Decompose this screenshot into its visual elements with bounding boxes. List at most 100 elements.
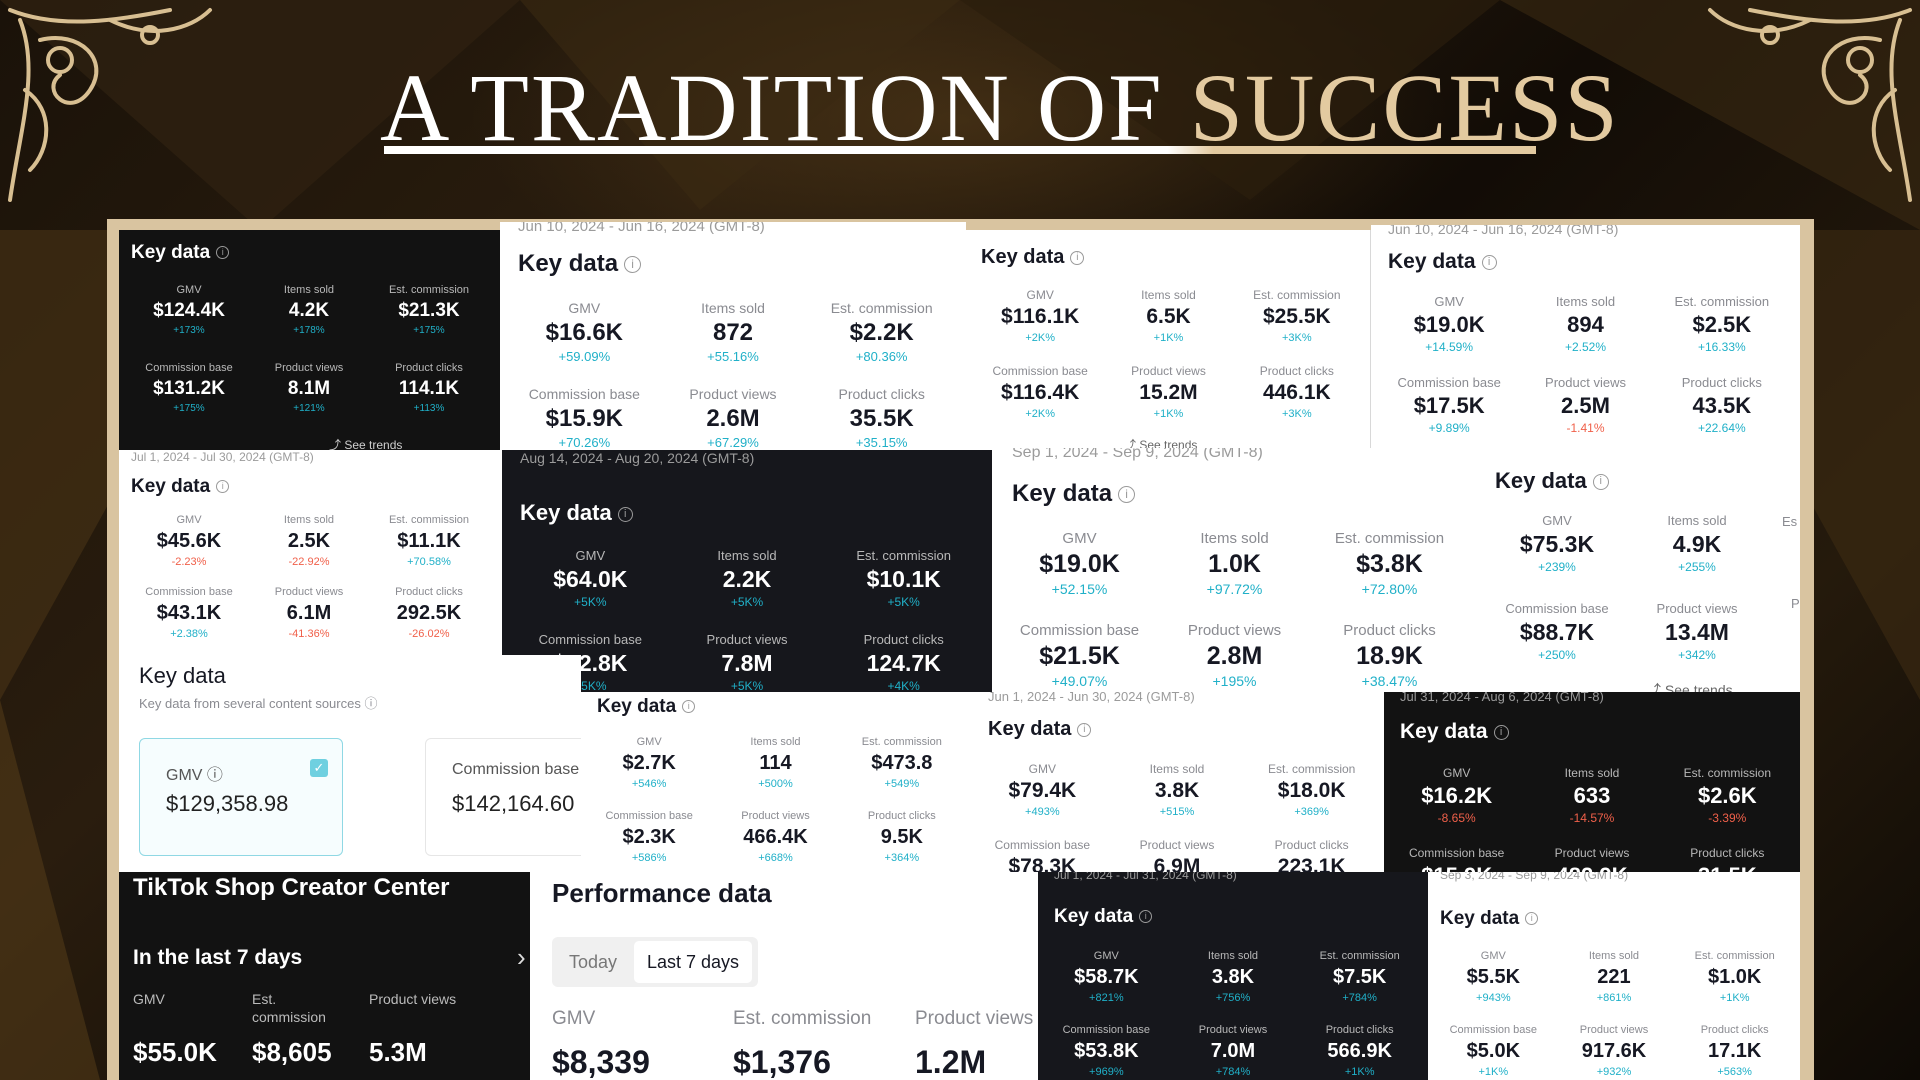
metric-change: +3K% — [1281, 332, 1312, 344]
metric-product-views: Product views 13.4M +342% — [1627, 600, 1767, 664]
see-trends-link[interactable]: ⤴ See trends — [1124, 438, 1198, 450]
metric-change: +756% — [1215, 992, 1251, 1004]
metric-est-commission: Est. commission $11.1K +70.58% — [369, 512, 489, 584]
right-corner-ornament-icon — [1708, 8, 1912, 202]
metric-label: Product clicks — [1343, 622, 1436, 639]
key-data-heading: Key data i — [131, 242, 230, 264]
metric-product-views: Product views 6.9M — [1110, 836, 1245, 872]
metric-change: +38.47% — [1361, 673, 1418, 689]
metric-product-clicks: Product clicks 223.1K — [1244, 836, 1379, 872]
period-tabs: Today Last 7 days — [552, 937, 758, 987]
metric-change: +668% — [758, 852, 793, 864]
metric-label: Commission base — [145, 362, 233, 374]
metric-label: Items sold — [1200, 530, 1269, 547]
metric-change: -22.92% — [288, 556, 330, 568]
metric-commission-base: Commission base $5.0K +1K% — [1433, 1022, 1554, 1080]
metric-value: 114 — [759, 752, 792, 774]
metric-label: Est. commission — [252, 991, 326, 1025]
metric-value: $18.0K — [1277, 779, 1346, 802]
metric-change: +2.52% — [1564, 340, 1607, 354]
metric-value: $78.3K — [1008, 855, 1077, 872]
left-corner-ornament-icon — [8, 8, 212, 202]
metric-change: +5K% — [730, 595, 764, 609]
metrics-grid: GMV $116.1K +2K% Items sold 6.5K +1K% Est. com… — [976, 286, 1361, 438]
title-underline — [384, 146, 1536, 154]
metric-items-sold: Items sold 221 +861% — [1554, 948, 1675, 1022]
metric-change: +784% — [1342, 992, 1377, 1004]
metric-product-clicks: Product clicks 566.9K +1K% — [1296, 1022, 1423, 1080]
metric-gmv: GMV $124.4K +173% — [129, 282, 249, 360]
checkbox-icon[interactable]: ✓ — [310, 759, 328, 777]
metric-commission-base: Commission base $15.9K +70.26% — [510, 384, 659, 450]
metric-gmv: GMV $116.1K +2K% — [976, 286, 1104, 362]
key-data-card-5: Jul 1, 2024 - Jul 30, 2024 (GMT-8) Key da… — [119, 450, 502, 655]
metric-change: +784% — [1215, 1066, 1251, 1078]
metric-change: +255% — [1678, 560, 1716, 574]
key-data-label: Key data — [1400, 720, 1488, 743]
metric-value: 18.9K — [1356, 642, 1423, 670]
metric-value: 124.7K — [866, 650, 941, 676]
metric-product-clicks: Product clicks 9.5K +364% — [839, 808, 965, 872]
metric-label: GMV — [1062, 530, 1097, 547]
metric-change: +5K% — [574, 595, 607, 609]
metric-value: $131.2K — [153, 378, 225, 399]
metric-change: -3.39% — [1708, 811, 1747, 825]
key-data-card-4: Jun 10, 2024 - Jun 16, 2024 (GMT-8) Key d… — [1371, 225, 1800, 450]
metric-label: Items sold — [283, 514, 335, 526]
commission-base-tile[interactable]: Commission base $142,164.60 — [425, 738, 581, 856]
metric-value: $17.5K — [1413, 393, 1485, 418]
metric-label: Commission base — [1062, 1024, 1151, 1036]
metric-label: GMV — [552, 1008, 596, 1029]
metric-change: +67.29% — [707, 435, 759, 450]
chevron-right-icon[interactable]: › — [517, 942, 526, 972]
metric-change: +3K% — [1281, 408, 1312, 420]
metric-label: Commission base — [1449, 1024, 1538, 1036]
metric-est-commission: Est. commission $10.1K +5K% — [825, 546, 982, 630]
metric-value: 917.6K — [1581, 1040, 1647, 1062]
metric-label: GMV — [1542, 513, 1572, 528]
metric-change: -41.36% — [288, 628, 330, 640]
metric-commission-base: Commission base $131.2K +175% — [129, 360, 249, 438]
card-8-heading: Key data i — [1495, 468, 1609, 494]
metric-product-views: Product views 2.5M -1.41% — [1517, 373, 1653, 450]
key-data-label: Key data — [518, 250, 619, 277]
info-icon: i — [624, 256, 642, 274]
metric-product-views: Product views 2.8M +195% — [1157, 620, 1312, 692]
metric-change: +70.26% — [558, 435, 611, 450]
tab-today[interactable]: Today — [568, 952, 618, 972]
metric-commission-base: Commission base $78.3K — [975, 836, 1110, 872]
metric-label: Items sold — [1141, 288, 1196, 302]
metric-label: Product clicks — [863, 632, 944, 647]
key-data-card-12: Jul 31, 2024 - Aug 6, 2024 (GMT-8) Key da… — [1384, 692, 1800, 872]
metric-label: Commission base — [1505, 601, 1609, 616]
metric-value: $15.9K — [545, 405, 624, 432]
see-trends-link[interactable]: ⤴ See trends — [1647, 682, 1733, 692]
metric-est-commission: Est. commission $2.6K -3.39% — [1660, 764, 1795, 844]
metric-items-sold: Items sold 4.9K +255% — [1627, 512, 1767, 576]
see-trends-link[interactable]: ⤴ See trends — [329, 438, 403, 450]
metric-value: 4.9K — [1672, 531, 1722, 557]
title-white: A TRADITION OF — [380, 54, 1164, 161]
metric-product-clicks: Product clicks 124.7K +4K% — [825, 630, 982, 692]
info-icon: i — [216, 246, 230, 260]
key-data-label: Key data — [1054, 906, 1134, 927]
metric-est-commission: Est. commission $2.2K +80.36% — [807, 298, 956, 384]
metric-value: 2.8M — [1206, 642, 1263, 670]
metric-change: +239% — [1538, 560, 1576, 574]
metric-value: 3.8K — [1211, 966, 1255, 988]
metric-label: Commission base — [1019, 622, 1140, 639]
metric-product-clicks: Product clicks 31.5K — [1660, 844, 1795, 872]
tab-last-7-days[interactable]: Last 7 days — [634, 941, 752, 983]
metric-items-sold: Items sold 1.0K +97.72% — [1157, 528, 1312, 620]
metric-label: Est. commission — [856, 548, 951, 563]
metric-items-sold: Items sold 872 +55.16% — [659, 298, 808, 384]
gmv-tile[interactable]: GMV ⓘ ✓ $129,358.98 — [139, 738, 343, 856]
metric-label: GMV — [636, 736, 662, 748]
metric-label: GMV — [1028, 762, 1056, 776]
metric-value: $1.0K — [1707, 966, 1762, 988]
metric-label: Product views — [1139, 838, 1215, 852]
metric-label: Commission base — [1408, 846, 1505, 860]
metric-label: GMV — [1026, 288, 1054, 302]
metric-change: -2.23% — [171, 556, 207, 568]
metric-change: +549% — [884, 778, 920, 790]
